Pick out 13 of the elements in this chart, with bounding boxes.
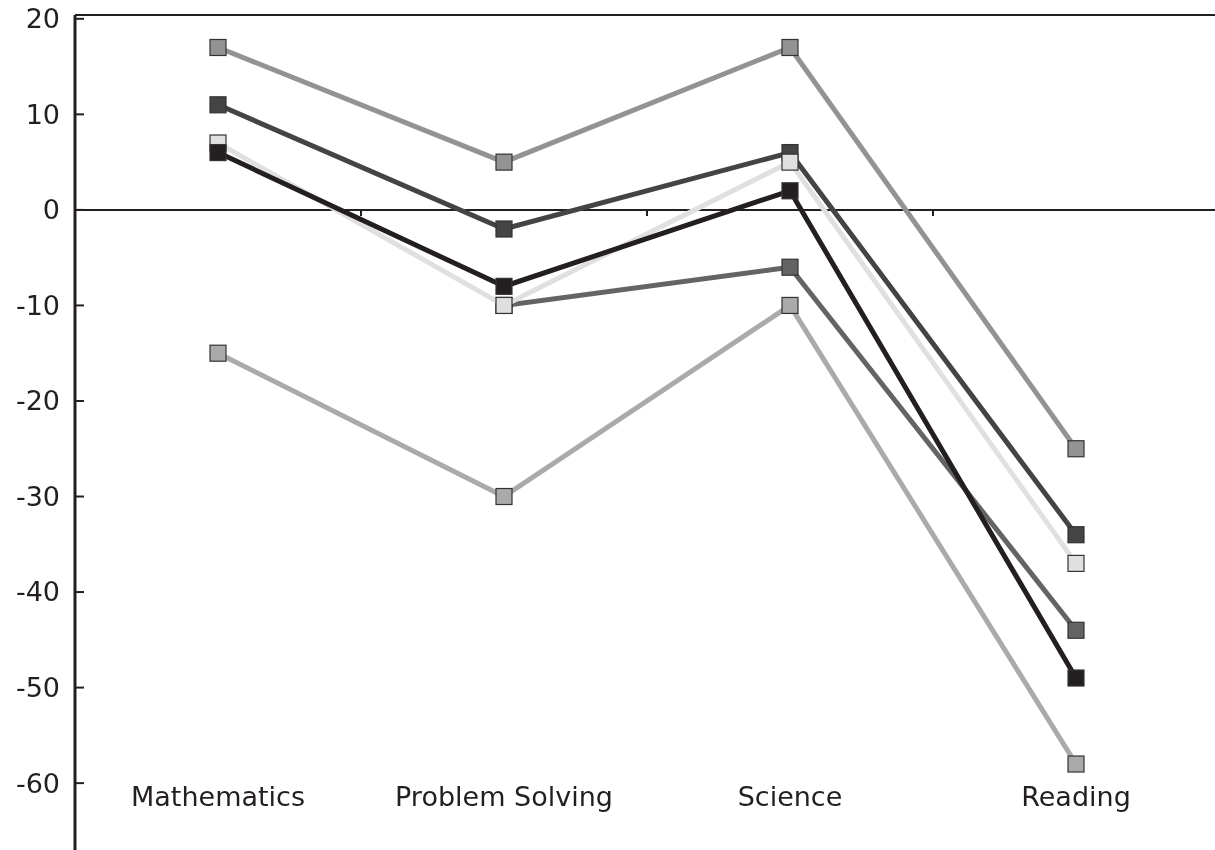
x-tick-label: Mathematics <box>131 781 305 812</box>
y-tick-label: 0 <box>42 194 60 226</box>
y-tick-label: -20 <box>15 385 60 417</box>
y-tick-label: 20 <box>25 3 60 35</box>
y-tick-label: -50 <box>15 672 60 704</box>
y-tick-label: 10 <box>25 98 60 130</box>
y-tick-label: -60 <box>15 767 60 799</box>
y-tick-label: -40 <box>15 576 60 608</box>
x-tick-label: Problem Solving <box>395 781 613 812</box>
y-tick-label: -30 <box>15 480 60 512</box>
x-tick-label: Science <box>737 781 843 812</box>
x-tick-label: Reading <box>1021 781 1131 812</box>
y-tick-label: -10 <box>15 289 60 321</box>
